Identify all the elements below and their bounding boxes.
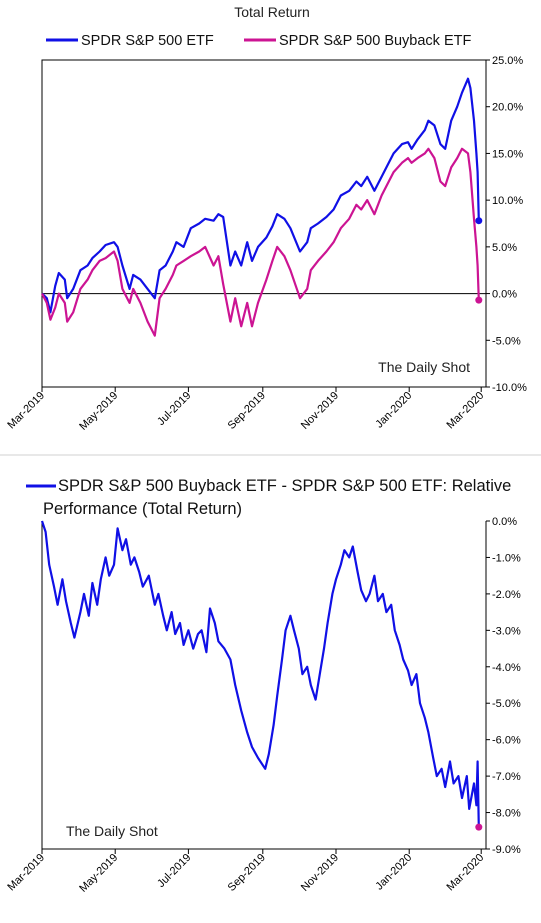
chart-2-x-axis: Mar-2019 May-2019 Jul-2019 Sep-2019 Nov-… xyxy=(5,849,486,895)
chart-2-x-tick-label: May-2019 xyxy=(77,852,120,895)
chart-1-y-tick-label: 25.0% xyxy=(492,55,523,67)
chart-1-y-tick-label: -5.0% xyxy=(492,335,521,347)
chart-1-watermark: The Daily Shot xyxy=(378,359,470,375)
chart-2-x-tick-label: Jan-2020 xyxy=(373,852,414,893)
chart-1-y-tick-label: 0.0% xyxy=(492,289,517,301)
chart-1-legend: SPDR S&P 500 ETF SPDR S&P 500 Buyback ET… xyxy=(46,33,471,49)
chart-2: SPDR S&P 500 Buyback ETF - SPDR S&P 500 … xyxy=(5,477,521,895)
chart-1-y-tick-label: 10.0% xyxy=(492,195,523,207)
chart-2-end-marker-etf xyxy=(475,823,483,831)
chart-2-y-tick-label: 0.0% xyxy=(492,516,517,528)
chart-2-y-tick-label: -5.0% xyxy=(492,698,521,710)
chart-2-y-tick-label: -7.0% xyxy=(492,771,521,783)
chart-1-x-tick-label: May-2019 xyxy=(77,390,120,433)
chart-1-title: Total Return xyxy=(234,4,309,20)
chart-1-series-line-etf xyxy=(41,77,480,314)
chart-2-y-tick-label: -4.0% xyxy=(492,662,521,674)
chart-2-legend: SPDR S&P 500 Buyback ETF - SPDR S&P 500 … xyxy=(26,477,511,518)
chart-2-x-tick-label: Nov-2019 xyxy=(299,852,341,894)
chart-2-x-tick-label: Sep-2019 xyxy=(226,852,268,894)
legend-label-buyback: SPDR S&P 500 Buyback ETF xyxy=(279,33,471,49)
chart-1-y-tick-label: 20.0% xyxy=(492,102,523,114)
chart-1-end-marker-etf xyxy=(475,217,483,225)
chart-1-x-tick-label: Jul-2019 xyxy=(155,390,193,428)
chart-2-y-axis: 0.0% -1.0% -2.0% -3.0% -4.0% -5.0% -6.0%… xyxy=(486,516,521,856)
chart-2-y-tick-label: -1.0% xyxy=(492,552,521,564)
chart-2-y-tick-label: -9.0% xyxy=(492,844,521,856)
chart-2-series xyxy=(40,520,483,831)
chart-1: Total Return SPDR S&P 500 ETF SPDR S&P 5… xyxy=(5,4,527,433)
legend-label-relative-line2: Performance (Total Return) xyxy=(43,500,242,518)
chart-2-x-tick-label: Mar-2019 xyxy=(5,852,47,894)
chart-1-y-tick-label: 5.0% xyxy=(492,242,517,254)
chart-1-x-tick-label: Nov-2019 xyxy=(299,390,341,432)
chart-1-y-tick-label: 15.0% xyxy=(492,148,523,160)
chart-1-x-tick-label: Jan-2020 xyxy=(373,390,414,431)
chart-2-x-tick-label: Jul-2019 xyxy=(155,852,193,890)
chart-2-y-tick-label: -3.0% xyxy=(492,625,521,637)
legend-label-etf: SPDR S&P 500 ETF xyxy=(81,33,214,49)
chart-2-watermark: The Daily Shot xyxy=(66,823,158,839)
chart-2-y-tick-label: -6.0% xyxy=(492,735,521,747)
legend-label-relative-line1: SPDR S&P 500 Buyback ETF - SPDR S&P 500 … xyxy=(58,477,511,495)
chart-1-x-tick-label: Mar-2019 xyxy=(5,390,47,432)
chart-2-x-tick-label: Mar-2020 xyxy=(445,852,487,894)
chart-1-y-tick-label: -10.0% xyxy=(492,382,527,394)
chart-1-series-line-buyback xyxy=(41,147,480,337)
chart-1-x-tick-label: Mar-2020 xyxy=(445,390,487,432)
chart-1-plot-frame xyxy=(41,59,487,388)
chart-2-y-tick-label: -2.0% xyxy=(492,589,521,601)
chart-1-end-marker-buyback xyxy=(475,296,483,304)
chart-2-series-line-etf xyxy=(40,520,480,828)
chart-1-x-tick-label: Sep-2019 xyxy=(226,390,268,432)
chart-1-y-axis: 25.0% 20.0% 15.0% 10.0% 5.0% 0.0% -5.0% … xyxy=(486,55,527,394)
chart-1-x-axis: Mar-2019 May-2019 Jul-2019 Sep-2019 Nov-… xyxy=(5,387,486,433)
chart-2-y-tick-label: -8.0% xyxy=(492,808,521,820)
chart-1-series xyxy=(41,77,483,337)
